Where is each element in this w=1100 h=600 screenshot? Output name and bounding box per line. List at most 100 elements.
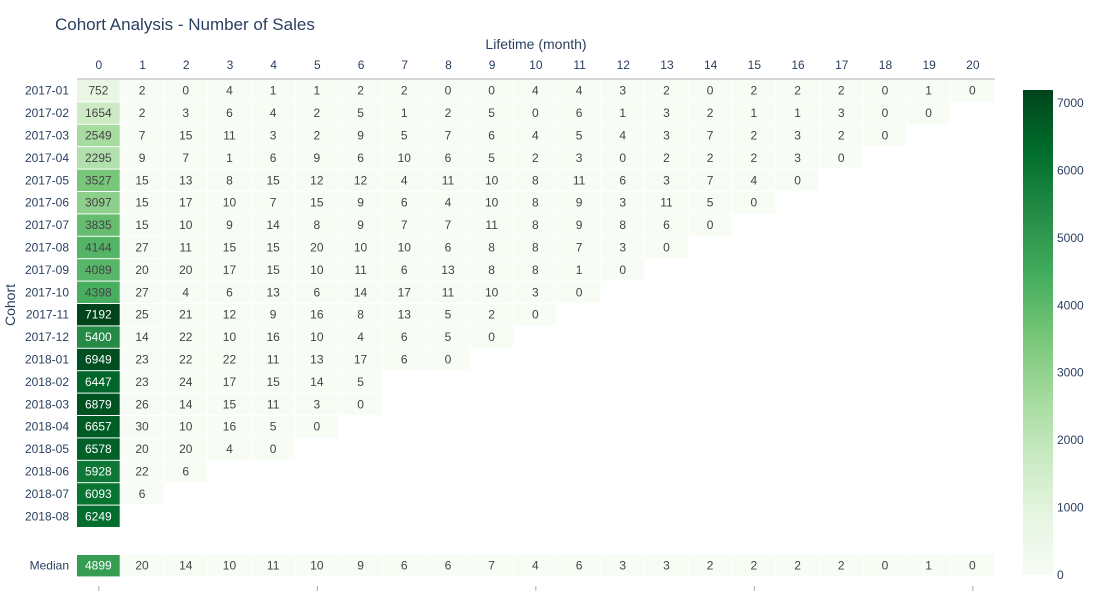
y-tick-label: 2017-02 [25,106,69,120]
heatmap-cell [164,416,208,438]
heatmap-cell [339,147,382,169]
cell-value-label: 9 [270,308,277,322]
cell-value-label: 0 [794,173,801,187]
heatmap-cell [382,192,426,214]
cell-value-label: 4 [532,84,539,98]
cell-value-label: 14 [266,218,280,232]
cell-value-label: 9 [357,218,364,232]
cell-value-label: 10 [223,330,237,344]
cell-value-label: 0 [445,353,452,367]
heatmap-cell [77,147,120,169]
heatmap-cell [164,102,208,124]
cell-value-label: 5 [707,196,714,210]
heatmap-cell [120,393,164,415]
x-tick-label: 13 [660,58,674,72]
cell-value-label: 4 [445,196,452,210]
cell-value-label: 17 [179,196,193,210]
cell-value-label: 15 [310,196,324,210]
heatmap-cell [251,393,295,415]
heatmap-cell [120,236,164,259]
cell-value-label: 0 [445,84,452,98]
y-tick-label: 2017-04 [25,151,69,165]
cell-value-label: 14 [135,330,149,344]
heatmap-cell [164,371,208,393]
heatmap-cell [557,124,601,147]
cell-value-label: 0 [969,559,976,573]
cell-value-label: 6879 [85,397,112,411]
heatmap-cell [645,555,688,577]
heatmap-cell [251,281,295,303]
cell-value-label: 16 [310,308,324,322]
heatmap-cell [557,259,601,281]
cell-value-label: 4398 [85,285,112,299]
cell-value-label: 2 [751,129,758,143]
cell-value-label: 1 [270,84,277,98]
heatmap-cell [251,214,295,236]
cell-value-label: 10 [223,559,237,573]
heatmap-cell [819,124,863,147]
cell-value-label: 4 [751,173,758,187]
heatmap-cell [164,236,208,259]
cell-value-label: 15 [135,218,149,232]
heatmap-cell [77,416,120,438]
cell-value-label: 11 [442,285,455,299]
heatmap-cell [557,169,601,191]
heatmap-cell [601,124,645,147]
cell-value-label: 2 [707,106,714,120]
heatmap-cell [688,169,732,191]
cell-value-label: 3 [270,129,277,143]
x-tick-label: 14 [704,58,718,72]
cell-value-label: 6 [401,330,408,344]
cell-value-label: 6 [182,465,189,479]
y-tick-labels: 2017-01 2017-02 2017-03 2017-04 2017-05 2017-… [25,84,69,573]
cell-value-label: 6 [226,285,233,299]
cell-value-label: 2 [445,106,452,120]
heatmap-cell [382,555,426,577]
cell-value-label: 3 [619,559,626,573]
bottom-tick-marks [98,586,974,591]
cell-value-label: 4144 [85,241,112,255]
y-tick-label: 2017-01 [25,84,69,98]
cell-value-label: 14 [179,559,193,573]
heatmap-cell [382,281,426,303]
heatmap-cell [470,124,513,147]
heatmap-cell [120,416,164,438]
heatmap-cell [339,102,382,124]
cell-value-label: 4899 [85,559,112,573]
cell-value-label: 11 [267,353,280,367]
y-axis-title: Cohort [2,284,18,326]
heatmap-cell [164,124,208,147]
cell-value-label: 20 [179,442,193,456]
cell-value-label: 6 [357,151,364,165]
heatmap-cell [120,147,164,169]
heatmap-cell [557,236,601,259]
cell-value-label: 10 [223,196,237,210]
y-tick-label: 2018-03 [25,397,69,411]
cell-value-label: 11 [180,241,193,255]
heatmap-cell [208,169,251,191]
cell-value-label: 5 [357,375,364,389]
heatmap-cell [863,80,907,102]
heatmap-cell [120,483,164,505]
colorbar-tick-label: 2000 [1057,433,1084,447]
cell-value-label: 4 [226,84,233,98]
cell-value-label: 6 [663,218,670,232]
cell-value-label: 5 [488,106,495,120]
cell-value-label: 6 [619,173,626,187]
heatmap-cell [295,80,339,102]
heatmap-cell [295,416,339,438]
x-tick-label: 16 [791,58,805,72]
heatmap-cell [951,80,994,102]
cell-value-label: 10 [310,559,324,573]
cell-value-label: 22 [179,330,193,344]
cell-value-label: 3 [619,241,626,255]
x-tick-label: 9 [489,58,496,72]
cell-value-label: 0 [488,330,495,344]
heatmap-cell [514,214,557,236]
cell-value-label: 7 [182,151,189,165]
heatmap-cell [77,460,120,483]
cell-value-label: 3 [576,151,583,165]
heatmap-cell [426,80,470,102]
cell-value-label: 1 [314,84,321,98]
cell-value-label: 2549 [85,129,112,143]
